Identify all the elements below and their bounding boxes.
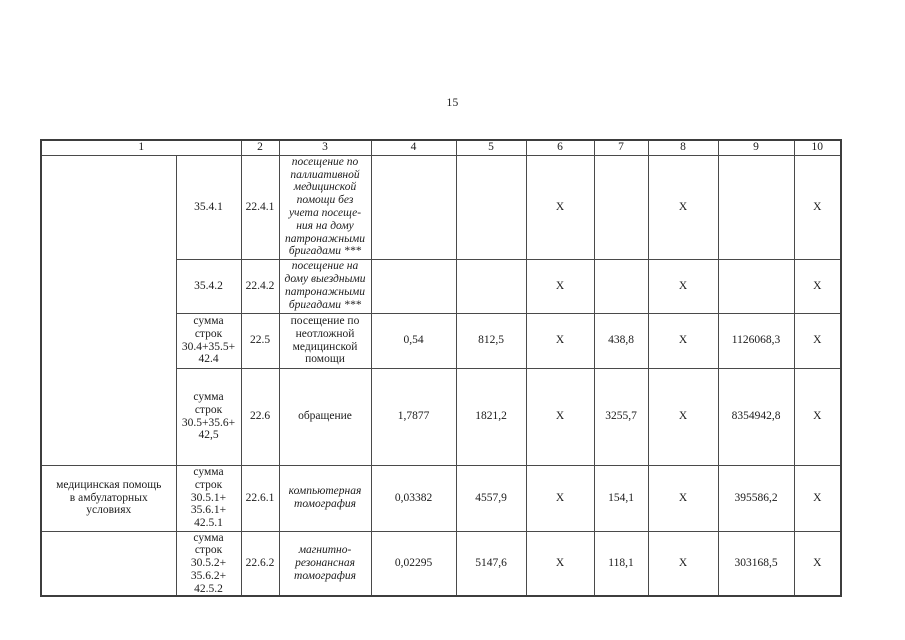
service-cell: посещение по паллиативной медицинской по… [278, 154, 372, 260]
value-cell: 8354942,8 [717, 367, 795, 466]
tariff-table: 1 2 3 4 5 6 7 8 9 10 35.4.1 22.4.1 посещ… [40, 139, 842, 598]
value-cell [717, 258, 795, 314]
column-header-5: 5 [455, 139, 527, 156]
ref-cell: 35.4.1 [175, 154, 242, 260]
value-cell: 0,54 [370, 312, 457, 369]
ref-cell: сумма строк 30.5.2+ 35.6.2+ 42.5.2 [175, 530, 242, 597]
value-cell: X [647, 312, 719, 369]
column-header-8: 8 [647, 139, 719, 156]
value-cell: X [793, 258, 842, 314]
table-row: 35.4.1 22.4.1 посещение по паллиативной … [40, 154, 842, 466]
value-cell: X [793, 367, 842, 466]
code-cell: 22.4.1 [240, 154, 280, 260]
page-number: 15 [446, 97, 459, 109]
table-row: сумма строк 30.4+35.5+ 42.4 22.5 посещен… [41, 312, 842, 369]
value-cell [455, 154, 527, 260]
table-row: 35.4.2 22.4.2 посещение на дому выездным… [41, 258, 842, 314]
table-header-row: 1 2 3 4 5 6 7 8 9 10 [40, 139, 842, 156]
value-cell [717, 154, 795, 260]
value-cell: 0,03382 [370, 464, 457, 532]
value-cell: 3255,7 [593, 367, 649, 466]
column-header-4: 4 [370, 139, 457, 156]
value-cell: 4557,9 [455, 464, 527, 532]
table-row: сумма строк 30.5+35.6+ 42,5 22.6 обращен… [41, 367, 842, 466]
value-cell: 395586,2 [717, 464, 795, 532]
value-cell: 118,1 [593, 530, 649, 597]
group-cell-empty [40, 154, 177, 466]
value-cell: X [647, 258, 719, 314]
value-cell: X [525, 312, 595, 369]
value-cell: X [647, 367, 719, 466]
value-cell: X [793, 154, 842, 260]
column-header-1: 1 [40, 139, 242, 156]
table-row: медицинская помощь в амбулаторных услови… [40, 464, 842, 532]
ref-cell: сумма строк 30.4+35.5+ 42.4 [175, 312, 242, 369]
value-cell: 1821,2 [455, 367, 527, 466]
service-cell: компьютерная томография [278, 464, 372, 532]
value-cell: 438,8 [593, 312, 649, 369]
value-cell: 1126068,3 [717, 312, 795, 369]
code-cell: 22.6 [240, 367, 280, 466]
column-header-10: 10 [793, 139, 842, 156]
value-cell: X [647, 464, 719, 532]
ref-cell: сумма строк 30.5.1+ 35.6.1+ 42.5.1 [175, 464, 242, 532]
group-cell-empty [40, 530, 177, 597]
ref-cell: 35.4.2 [175, 258, 242, 314]
value-cell: X [525, 154, 595, 260]
group-cell-ambulatory: медицинская помощь в амбулаторных услови… [40, 464, 177, 532]
value-cell: X [793, 530, 842, 597]
code-cell: 22.5 [240, 312, 280, 369]
value-cell: X [793, 312, 842, 369]
code-cell: 22.6.2 [240, 530, 280, 597]
value-cell: X [525, 367, 595, 466]
column-header-6: 6 [525, 139, 595, 156]
ref-cell: сумма строк 30.5+35.6+ 42,5 [175, 367, 242, 466]
column-header-3: 3 [278, 139, 372, 156]
value-cell: X [647, 530, 719, 597]
value-cell: X [525, 258, 595, 314]
value-cell: X [647, 154, 719, 260]
value-cell: 0,02295 [370, 530, 457, 597]
value-cell [455, 258, 527, 314]
table-row: сумма строк 30.5.2+ 35.6.2+ 42.5.2 22.6.… [40, 530, 842, 597]
code-cell: 22.6.1 [240, 464, 280, 532]
service-cell: посещение на дому выездными патронажными… [278, 258, 372, 314]
column-header-7: 7 [593, 139, 649, 156]
column-header-2: 2 [240, 139, 280, 156]
value-cell: 303168,5 [717, 530, 795, 597]
service-cell: посещение по неотложной медицинской помо… [278, 312, 372, 369]
service-cell: обращение [278, 367, 372, 466]
value-cell: X [525, 464, 595, 532]
value-cell: X [793, 464, 842, 532]
service-cell: магнитно- резонансная томография [278, 530, 372, 597]
column-header-9: 9 [717, 139, 795, 156]
value-cell: 1,7877 [370, 367, 457, 466]
value-cell: 154,1 [593, 464, 649, 532]
value-cell [370, 154, 457, 260]
value-cell: X [525, 530, 595, 597]
value-cell [593, 154, 649, 260]
value-cell [370, 258, 457, 314]
code-cell: 22.4.2 [240, 258, 280, 314]
value-cell [593, 258, 649, 314]
value-cell: 5147,6 [455, 530, 527, 597]
value-cell: 812,5 [455, 312, 527, 369]
